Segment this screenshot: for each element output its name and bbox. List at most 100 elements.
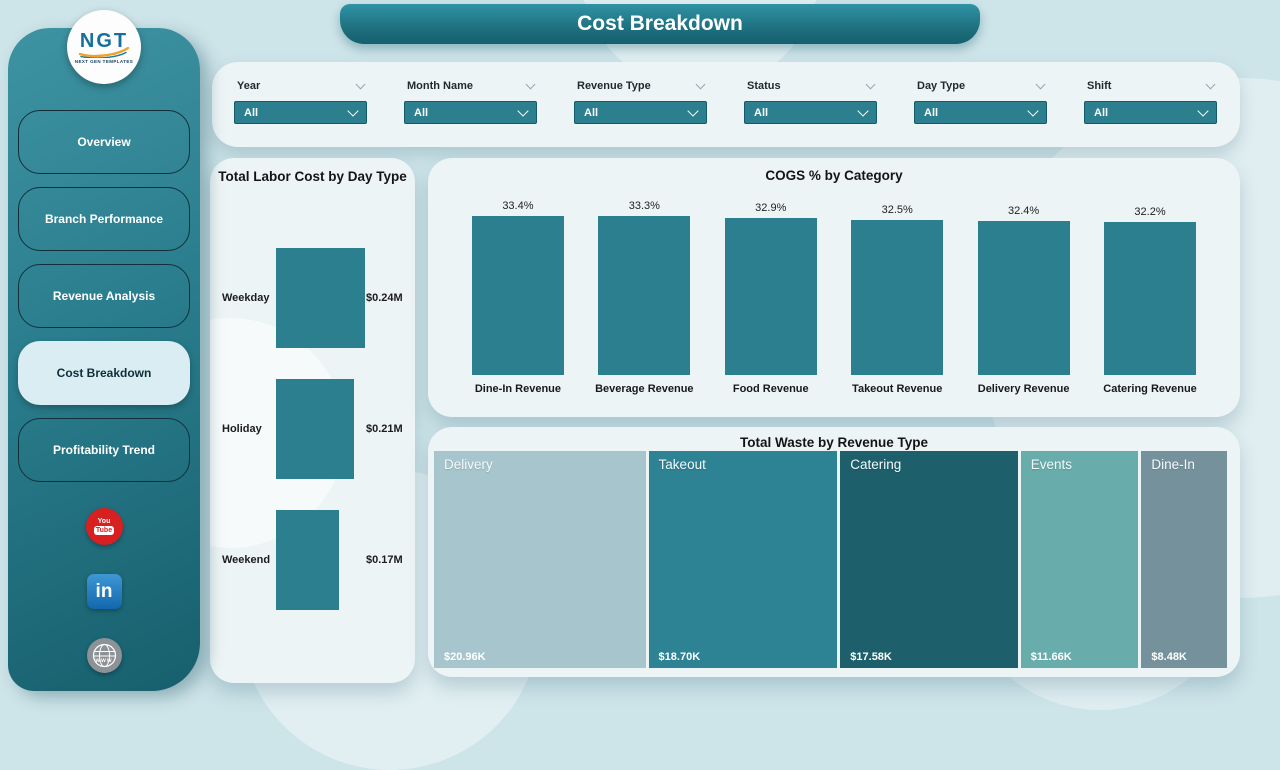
treemap-tile-events[interactable]: Events $11.66K (1020, 451, 1139, 668)
chevron-down-icon[interactable] (355, 79, 366, 90)
dashboard-page: NGT NEXT GEN TEMPLATES Overview Branch P… (8, 0, 1280, 770)
filter-year: Year All (234, 77, 367, 147)
filter-value: All (584, 106, 599, 119)
filter-shift-dropdown[interactable]: All (1084, 101, 1217, 124)
youtube-icon[interactable]: You Tube (85, 508, 123, 545)
filter-status: Status All (744, 77, 877, 147)
cogs-column-food-revenue: 32.9% Food Revenue (710, 194, 831, 417)
page-title: Cost Breakdown (577, 12, 743, 35)
linkedin-icon[interactable]: in (86, 574, 122, 609)
chevron-down-icon (517, 105, 529, 117)
filter-status-dropdown[interactable]: All (744, 101, 877, 124)
tile-value: $20.96K (444, 651, 486, 663)
chevron-down-icon (857, 105, 869, 117)
cogs-column-dine-in-revenue: 33.4% Dine-In Revenue (457, 194, 578, 417)
category-label: Dine-In Revenue (474, 383, 562, 395)
labor-row-weekday: Weekday $0.24M (210, 248, 415, 348)
filter-month-name-dropdown[interactable]: All (404, 101, 537, 124)
filter-value: All (244, 106, 259, 119)
category-label: Holiday (222, 423, 262, 435)
treemap-tile-catering[interactable]: Catering $17.58K (840, 451, 1018, 668)
chevron-down-icon[interactable] (695, 79, 706, 90)
chevron-down-icon (687, 105, 699, 117)
category-label: Catering Revenue (1103, 383, 1197, 395)
category-label: Beverage Revenue (595, 383, 694, 395)
filter-label: Status (747, 80, 781, 92)
cogs-bar-catering-revenue[interactable] (1104, 222, 1197, 375)
chevron-down-icon (1197, 105, 1209, 117)
filter-year-dropdown[interactable]: All (234, 101, 367, 124)
chevron-down-icon[interactable] (1205, 79, 1216, 90)
category-label: Delivery Revenue (977, 383, 1070, 395)
labor-chart-title: Total Labor Cost by Day Type (218, 169, 407, 184)
cogs-column-chart: 33.4% Dine-In Revenue 33.3% Beverage Rev… (428, 194, 1240, 417)
tile-value: $17.58K (850, 651, 892, 663)
filter-label: Year (237, 80, 261, 92)
page-title-banner: Cost Breakdown (340, 4, 980, 44)
sidebar-item-label: Overview (77, 135, 131, 149)
category-label: Weekday (222, 292, 270, 304)
filter-day-type: Day Type All (914, 77, 1047, 147)
filter-value: All (414, 106, 429, 119)
youtube-icon-text: Tube (93, 526, 115, 535)
filter-revenue-type-dropdown[interactable]: All (574, 101, 707, 124)
filter-shift: Shift All (1084, 77, 1217, 147)
waste-treemap: Delivery $20.96K Takeout $18.70K Caterin… (434, 451, 1227, 668)
website-globe-icon[interactable]: www (86, 638, 122, 673)
cogs-bar-delivery-revenue[interactable] (977, 221, 1070, 375)
data-label: 32.4% (1008, 205, 1040, 217)
labor-row-weekend: Weekend $0.17M (210, 510, 415, 610)
cogs-bar-food-revenue[interactable] (724, 218, 817, 375)
sidebar-nav: Overview Branch Performance Revenue Anal… (18, 110, 190, 482)
sidebar-item-label: Branch Performance (44, 212, 164, 226)
labor-bar-weekend[interactable] (276, 510, 339, 610)
treemap-tile-dine-in[interactable]: Dine-In $8.48K (1141, 451, 1227, 668)
tile-label: Events (1030, 457, 1072, 472)
treemap-tile-delivery[interactable]: Delivery $20.96K (434, 451, 646, 668)
labor-bar-holiday[interactable] (276, 379, 354, 479)
logo-text: NGT (79, 29, 129, 52)
sidebar-item-label: Profitability Trend (52, 443, 155, 457)
sidebar-item-overview[interactable]: Overview (18, 110, 190, 174)
cogs-bar-beverage-revenue[interactable] (598, 216, 691, 375)
filter-value: All (1094, 106, 1109, 119)
sidebar-item-revenue-analysis[interactable]: Revenue Analysis (18, 264, 190, 328)
filter-label: Day Type (917, 80, 966, 92)
tile-label: Dine-In (1151, 457, 1195, 472)
cogs-column-takeout-revenue: 32.5% Takeout Revenue (837, 194, 958, 417)
labor-row-holiday: Holiday $0.21M (210, 379, 415, 479)
tile-label: Delivery (444, 457, 493, 472)
linkedin-icon-text: in (95, 580, 113, 602)
category-label: Weekend (222, 554, 271, 566)
logo: NGT NEXT GEN TEMPLATES (67, 10, 141, 84)
data-label: 32.2% (1134, 206, 1166, 218)
treemap-tile-takeout[interactable]: Takeout $18.70K (648, 451, 838, 668)
social-links: You Tube in www (8, 508, 200, 673)
labor-bar-weekday[interactable] (276, 248, 365, 348)
tile-label: Catering (850, 457, 902, 472)
filter-label: Revenue Type (577, 80, 651, 92)
chevron-down-icon[interactable] (1035, 79, 1046, 90)
sidebar-item-cost-breakdown[interactable]: Cost Breakdown (18, 341, 190, 405)
cogs-bar-dine-in-revenue[interactable] (471, 216, 564, 375)
waste-treemap-panel: Total Waste by Revenue Type Delivery $20… (428, 427, 1240, 677)
data-label: 32.5% (881, 204, 913, 216)
globe-lines (92, 643, 116, 668)
cogs-bar-takeout-revenue[interactable] (851, 220, 944, 375)
logo-swoosh-icon (78, 46, 130, 58)
chevron-down-icon[interactable] (525, 79, 536, 90)
filter-day-type-dropdown[interactable]: All (914, 101, 1047, 124)
filter-bar: Year All Month Name All Revenue Type (212, 62, 1240, 147)
tile-value: $18.70K (658, 651, 701, 663)
chevron-down-icon[interactable] (865, 79, 876, 90)
labor-bar-chart: Weekday $0.24M Holiday $0.21M Weekend $0… (210, 158, 415, 683)
cogs-column-delivery-revenue: 32.4% Delivery Revenue (963, 194, 1084, 417)
logo-subtext: NEXT GEN TEMPLATES (74, 58, 134, 64)
chevron-down-icon (1027, 105, 1039, 117)
chevron-down-icon (347, 105, 359, 117)
filter-label: Month Name (407, 80, 473, 92)
data-label: 33.4% (502, 200, 534, 212)
filter-label: Shift (1087, 80, 1112, 92)
sidebar-item-profitability-trend[interactable]: Profitability Trend (18, 418, 190, 482)
sidebar-item-branch-performance[interactable]: Branch Performance (18, 187, 190, 251)
